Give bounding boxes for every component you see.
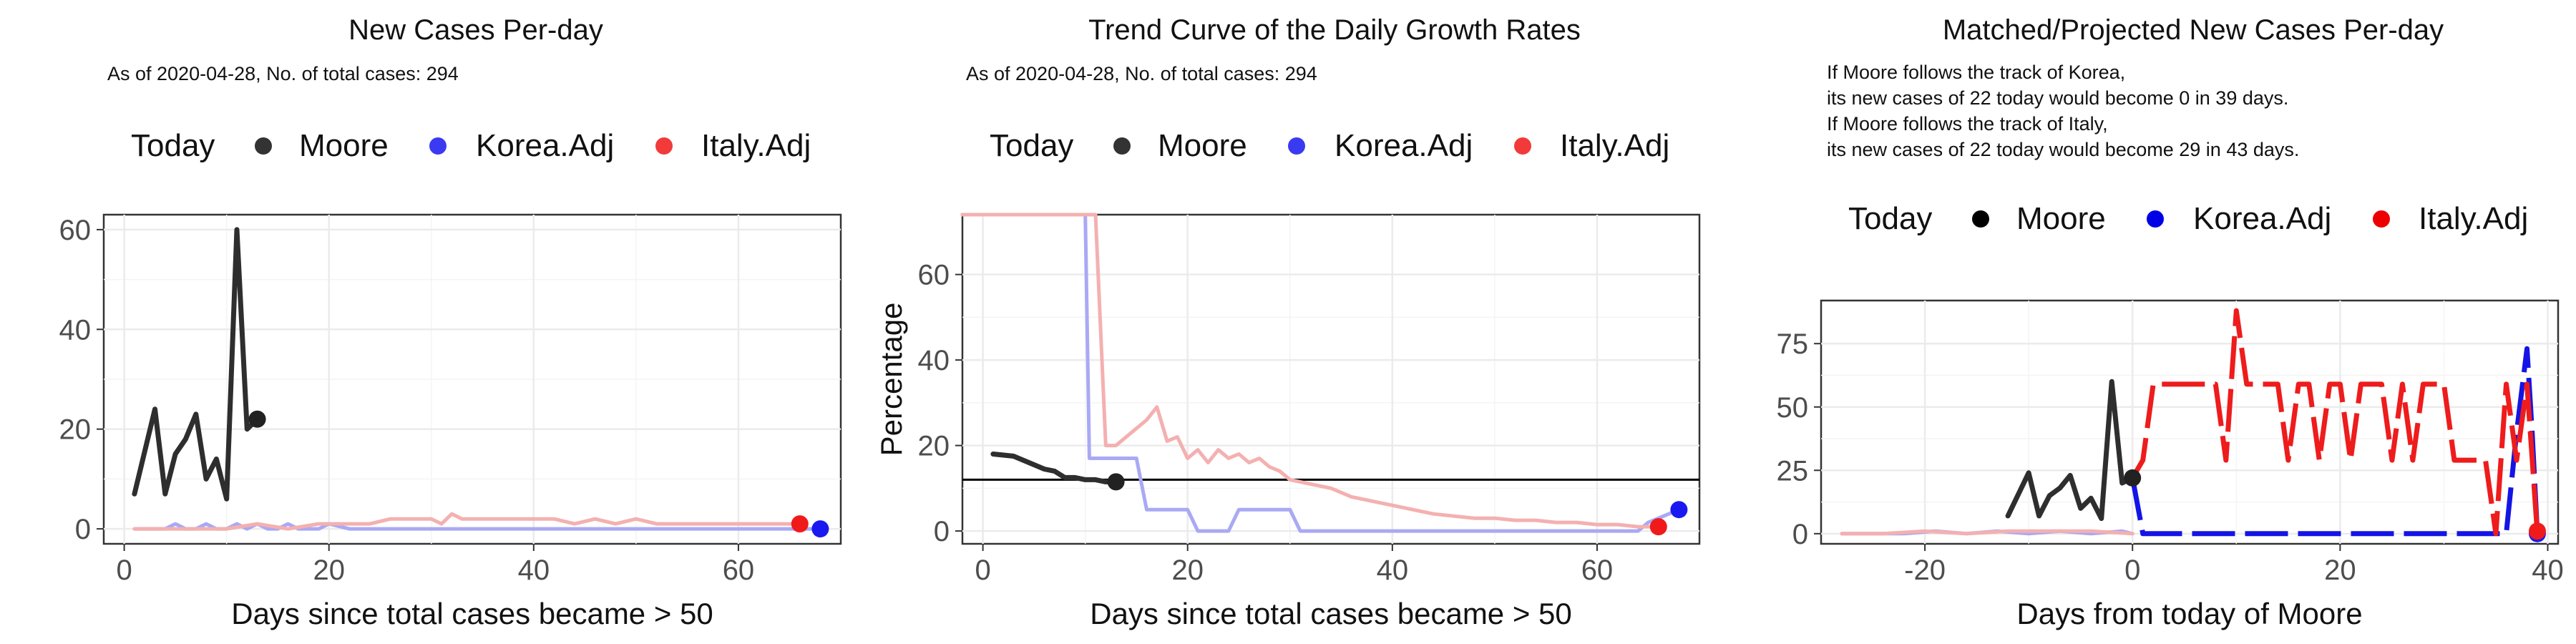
series-line-korea-adj-projected bbox=[2129, 346, 2540, 537]
series-line-italy-adj-adjusted bbox=[132, 512, 802, 531]
panel1-x-axis-title: Days since total cases became > 50 bbox=[231, 597, 713, 630]
panel3-note-line-1: If Moore follows the track of Korea, bbox=[1827, 62, 2125, 83]
panel2-series bbox=[960, 213, 1699, 536]
panel2-y-axis-title: Percentage bbox=[874, 303, 908, 457]
legend-label-italy: Italy.Adj bbox=[2419, 201, 2528, 236]
legend-key-italy bbox=[1514, 137, 1531, 155]
legend-key-italy bbox=[2373, 210, 2390, 228]
panel3-x-axis-title: Days from today of Moore bbox=[2016, 597, 2362, 630]
y-tick-label: 20 bbox=[59, 414, 92, 446]
series-line-italy-adj-projected bbox=[2130, 308, 2540, 537]
x-tick-label: 40 bbox=[2532, 555, 2564, 586]
x-tick-label: 60 bbox=[1581, 555, 1614, 586]
panel3-title: Matched/Projected New Cases Per-day bbox=[1943, 14, 2444, 46]
panel2-plot-area bbox=[961, 213, 1701, 545]
panel2-x-axis-title: Days since total cases became > 50 bbox=[1090, 597, 1572, 630]
x-tick-label: 0 bbox=[2124, 555, 2140, 586]
panel-projected-cases: Matched/Projected New Cases Per-day If M… bbox=[1777, 14, 2564, 630]
panel3-series bbox=[1840, 308, 2546, 542]
panel-growth-rates: Trend Curve of the Daily Growth Rates As… bbox=[874, 14, 1701, 630]
y-tick-label: 20 bbox=[918, 431, 950, 462]
y-tick-label: 60 bbox=[918, 260, 950, 291]
x-tick-label: 20 bbox=[1171, 555, 1204, 586]
x-tick-label: 40 bbox=[518, 555, 550, 586]
series-line-moore bbox=[2005, 379, 2135, 522]
series-line-moore bbox=[990, 452, 1119, 484]
series-line-korea-adj-adjusted bbox=[960, 213, 1681, 533]
panel1-series bbox=[132, 227, 829, 538]
today-point-italy-adj bbox=[1649, 518, 1667, 536]
legend-key-korea bbox=[1288, 137, 1305, 155]
panel-new-cases: New Cases Per-day As of 2020-04-28, No. … bbox=[59, 14, 842, 630]
y-tick-label: 60 bbox=[59, 215, 92, 246]
x-tick-label: 20 bbox=[2324, 555, 2356, 586]
y-tick-label: 40 bbox=[918, 345, 950, 376]
y-tick-label: 75 bbox=[1777, 328, 1809, 360]
panel1-legend: Today Moore Korea.Adj Italy.Adj bbox=[131, 128, 811, 163]
legend-title: Today bbox=[1848, 201, 1932, 236]
legend-key-korea bbox=[2147, 210, 2164, 228]
legend-title: Today bbox=[990, 128, 1073, 163]
x-tick-label: 0 bbox=[975, 555, 990, 586]
legend-key-moore bbox=[1972, 210, 1989, 228]
legend-key-moore bbox=[255, 137, 272, 155]
y-tick-label: 0 bbox=[75, 514, 91, 545]
x-tick-label: 40 bbox=[1377, 555, 1409, 586]
panel3-note-line-4: its new cases of 22 today would become 2… bbox=[1827, 139, 2299, 160]
legend-label-moore: Moore bbox=[299, 128, 389, 163]
y-tick-label: 40 bbox=[59, 314, 92, 346]
y-tick-label: 0 bbox=[934, 516, 950, 547]
panel2-axis-ticks: 0 20 40 60 0 20 40 60 bbox=[918, 260, 1614, 586]
legend-key-moore bbox=[1113, 137, 1131, 155]
legend-key-italy bbox=[655, 137, 673, 155]
legend-label-korea: Korea.Adj bbox=[1335, 128, 1473, 163]
legend-label-korea: Korea.Adj bbox=[2193, 201, 2331, 236]
today-point-moore bbox=[1107, 473, 1125, 491]
legend-label-italy: Italy.Adj bbox=[701, 128, 811, 163]
panel3-note-line-3: If Moore follows the track of Italy, bbox=[1827, 113, 2108, 135]
x-tick-label: 20 bbox=[313, 555, 345, 586]
today-point-moore bbox=[2124, 469, 2142, 487]
panel1-title: New Cases Per-day bbox=[348, 14, 603, 46]
panel1-subtitle: As of 2020-04-28, No. of total cases: 29… bbox=[107, 63, 459, 84]
legend-title: Today bbox=[131, 128, 215, 163]
today-point-korea-adj bbox=[1670, 501, 1688, 519]
legend-key-korea bbox=[429, 137, 447, 155]
panel3-legend: Today Moore Korea.Adj Italy.Adj bbox=[1848, 201, 2528, 236]
y-tick-label: 25 bbox=[1777, 455, 1809, 487]
legend-label-italy: Italy.Adj bbox=[1560, 128, 1669, 163]
panel1-axis-ticks: 0 20 40 60 0 20 40 60 bbox=[59, 215, 755, 586]
series-line-korea-adj-adjusted bbox=[132, 522, 822, 531]
today-point-italy-adj bbox=[791, 515, 809, 533]
legend-label-moore: Moore bbox=[1158, 128, 1247, 163]
x-tick-label: 60 bbox=[723, 555, 755, 586]
panel2-subtitle: As of 2020-04-28, No. of total cases: 29… bbox=[966, 63, 1317, 84]
y-tick-label: 0 bbox=[1792, 519, 1808, 550]
y-tick-label: 50 bbox=[1777, 392, 1809, 424]
series-line-moore bbox=[132, 227, 260, 502]
panel2-legend: Today Moore Korea.Adj Italy.Adj bbox=[990, 128, 1669, 163]
today-point-moore bbox=[248, 410, 266, 428]
today-point-korea-adj bbox=[811, 520, 829, 538]
panel2-title: Trend Curve of the Daily Growth Rates bbox=[1088, 14, 1581, 46]
panel3-axis-ticks: -20 0 20 40 0 25 50 75 bbox=[1777, 328, 2564, 586]
panel3-plot-area bbox=[1820, 299, 2560, 545]
panel3-note-line-2: its new cases of 22 today would become 0… bbox=[1827, 87, 2288, 109]
x-tick-label: 0 bbox=[116, 555, 132, 586]
series-line-italy-adj-adjusted bbox=[960, 213, 1661, 529]
series-line-italy-adj-adjusted bbox=[1840, 529, 2135, 536]
x-tick-label: -20 bbox=[1904, 555, 1946, 586]
legend-label-moore: Moore bbox=[2016, 201, 2106, 236]
legend-label-korea: Korea.Adj bbox=[476, 128, 614, 163]
today-point-italy-adj bbox=[2528, 522, 2546, 540]
